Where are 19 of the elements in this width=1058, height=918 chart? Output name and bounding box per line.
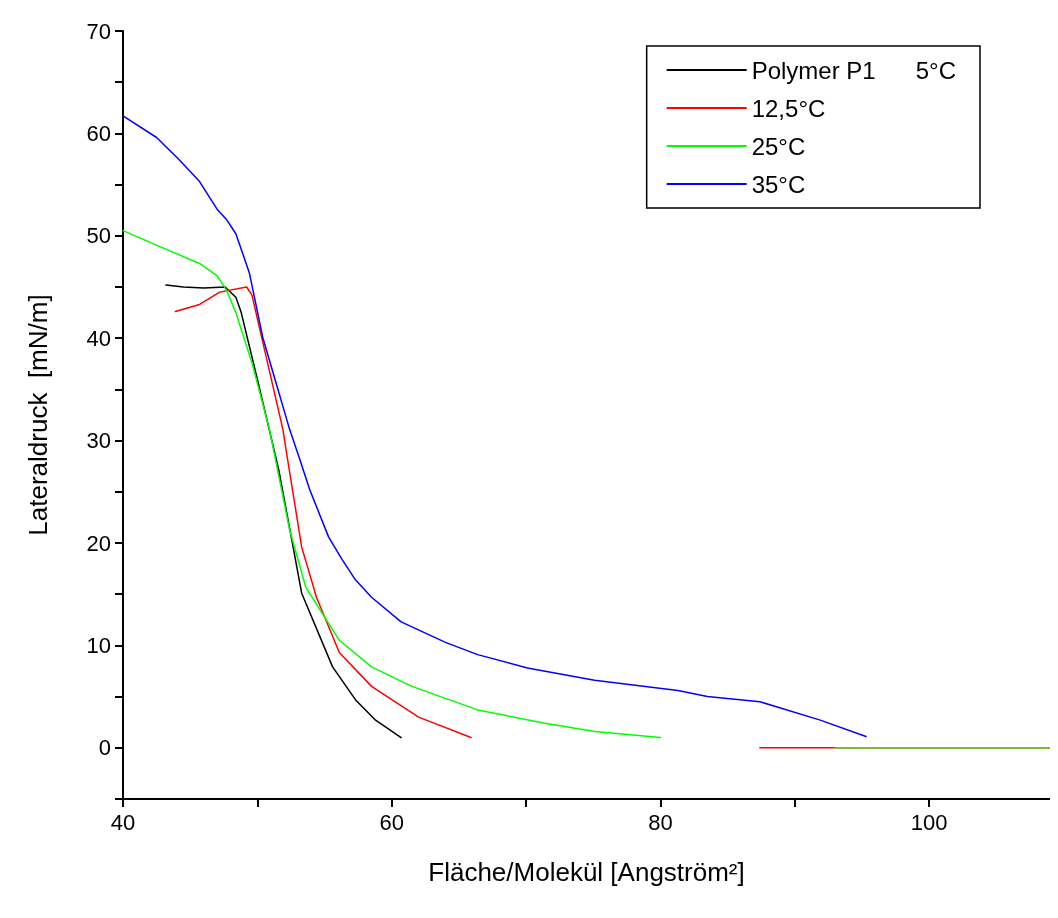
y-axis-title: Lateraldruck [mN/m] bbox=[23, 294, 53, 536]
legend-label: 35°C bbox=[751, 170, 806, 198]
y-tick-label: 30 bbox=[86, 428, 111, 454]
y-tick-label: 70 bbox=[86, 18, 111, 44]
legend-label: 12,5°C bbox=[751, 94, 826, 122]
x-tick-label: 40 bbox=[110, 809, 136, 835]
legend-label: 25°C bbox=[751, 132, 806, 160]
x-tick-label: 60 bbox=[379, 809, 404, 835]
x-axis-title: Fläche/Molekül [Angström²] bbox=[428, 857, 745, 887]
y-tick-label: 0 bbox=[98, 735, 111, 761]
y-tick-label: 20 bbox=[86, 530, 111, 556]
x-tick-label: 100 bbox=[910, 809, 948, 835]
line-series bbox=[165, 284, 402, 739]
x-tick-label: 80 bbox=[648, 809, 673, 835]
y-tick-label: 60 bbox=[86, 120, 111, 146]
y-tick-label: 40 bbox=[86, 325, 111, 351]
y-tick-label: 10 bbox=[86, 632, 111, 658]
legend-label: Polymer P1 5°C bbox=[751, 56, 956, 84]
y-tick-label: 50 bbox=[86, 223, 111, 249]
